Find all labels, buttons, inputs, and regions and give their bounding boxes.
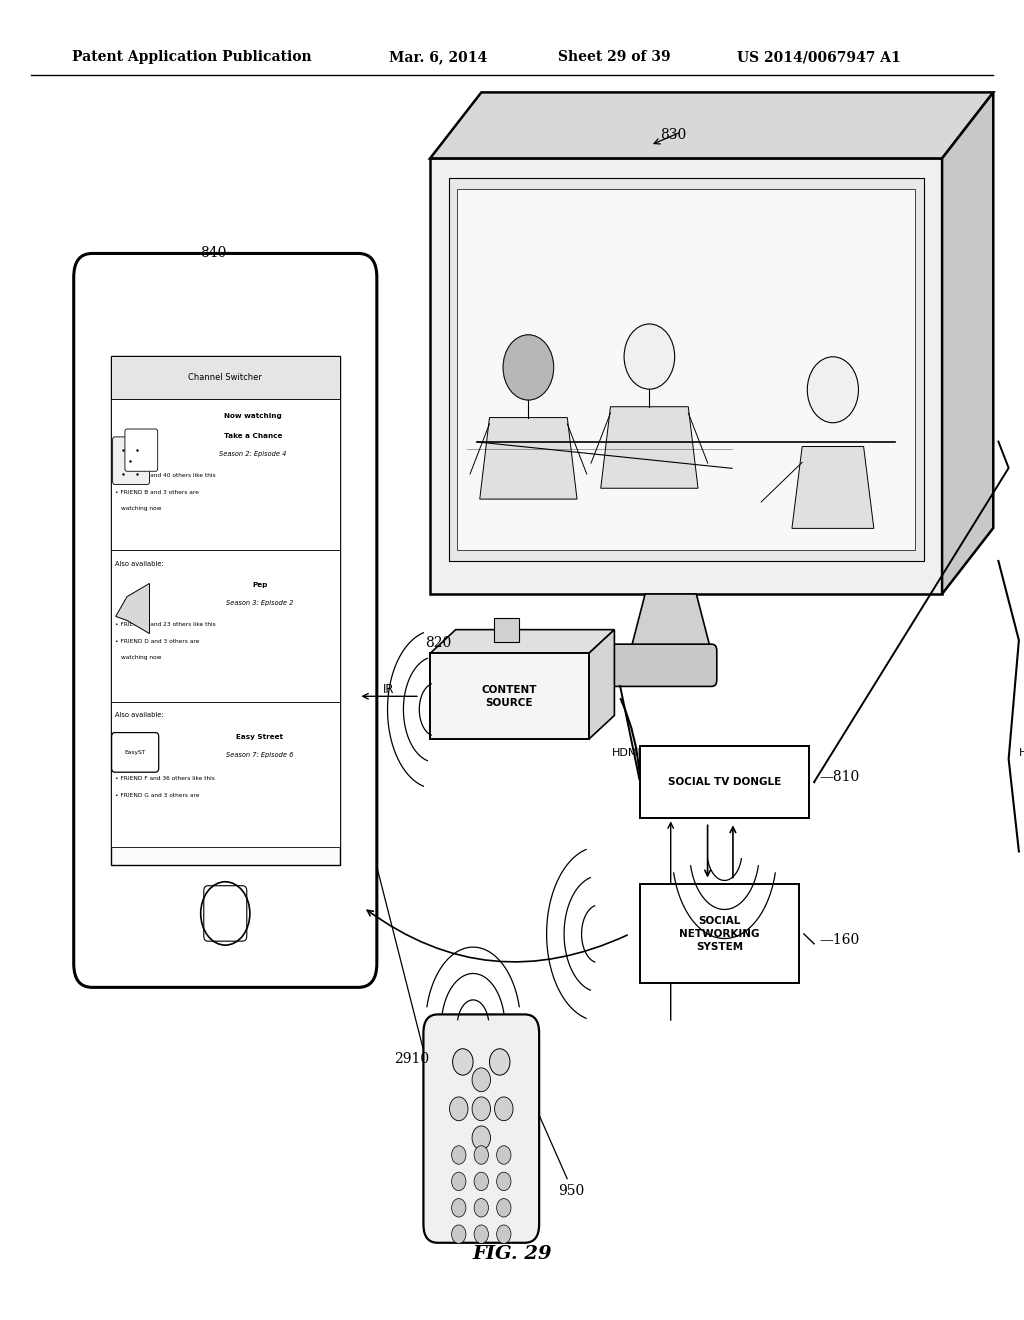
Text: Also available:: Also available: [115,561,163,566]
Circle shape [474,1225,488,1243]
FancyBboxPatch shape [640,746,809,818]
Text: HDMI: HDMI [1019,748,1024,758]
Text: • FRIEND D and 3 others are: • FRIEND D and 3 others are [115,639,199,644]
Polygon shape [589,630,614,739]
Polygon shape [116,583,150,634]
Text: Season 7: Episode 6: Season 7: Episode 6 [226,752,293,758]
Text: EasyST: EasyST [125,750,145,755]
Text: Patent Application Publication: Patent Application Publication [72,50,311,65]
FancyBboxPatch shape [113,437,150,484]
Circle shape [472,1097,490,1121]
FancyBboxPatch shape [111,356,340,399]
Text: HDMI: HDMI [612,748,642,758]
FancyBboxPatch shape [573,644,717,686]
Text: IR: IR [383,684,395,696]
Polygon shape [601,407,698,488]
FancyBboxPatch shape [640,884,799,983]
Circle shape [472,1126,490,1150]
Text: • FRIEND F and 36 others like this: • FRIEND F and 36 others like this [115,776,215,781]
Circle shape [497,1172,511,1191]
Polygon shape [430,92,993,158]
FancyBboxPatch shape [111,356,340,865]
Circle shape [497,1225,511,1243]
Text: SOCIAL
NETWORKING
SYSTEM: SOCIAL NETWORKING SYSTEM [679,916,760,952]
Polygon shape [457,189,915,550]
Text: • FRIEND A and 40 others like this: • FRIEND A and 40 others like this [115,473,215,478]
Text: CONTENT
SOURCE: CONTENT SOURCE [481,685,538,708]
Text: watching now: watching now [121,506,161,511]
Circle shape [495,1097,513,1121]
Text: Now watching: Now watching [224,413,282,418]
FancyBboxPatch shape [125,429,158,471]
Circle shape [453,1048,473,1074]
Polygon shape [479,417,578,499]
FancyBboxPatch shape [74,253,377,987]
Text: Take a Chance: Take a Chance [223,433,282,438]
FancyBboxPatch shape [494,618,519,642]
FancyBboxPatch shape [111,550,340,702]
Text: Pep: Pep [252,582,267,587]
Circle shape [503,335,554,400]
Circle shape [452,1172,466,1191]
Circle shape [474,1199,488,1217]
Circle shape [497,1199,511,1217]
FancyBboxPatch shape [424,1014,539,1243]
Circle shape [474,1172,488,1191]
Circle shape [624,323,675,389]
Text: Sheet 29 of 39: Sheet 29 of 39 [558,50,671,65]
Text: 820: 820 [425,636,452,649]
FancyBboxPatch shape [430,653,589,739]
Text: FIG. 29: FIG. 29 [472,1245,552,1263]
Polygon shape [430,158,942,594]
Text: 840: 840 [200,247,226,260]
Polygon shape [449,178,924,561]
FancyBboxPatch shape [111,702,340,847]
Text: • FRIEND G and 3 others are: • FRIEND G and 3 others are [115,793,200,799]
Text: 950: 950 [558,1184,585,1197]
Circle shape [450,1097,468,1121]
Polygon shape [792,446,873,528]
Text: 2910: 2910 [394,1052,429,1065]
Text: Easy Street: Easy Street [237,734,284,739]
Circle shape [474,1146,488,1164]
Text: 830: 830 [660,128,687,141]
Circle shape [452,1199,466,1217]
Text: —810: —810 [819,771,859,784]
Text: US 2014/0067947 A1: US 2014/0067947 A1 [737,50,901,65]
Text: Channel Switcher: Channel Switcher [188,374,262,381]
Text: Season 3: Episode 2: Season 3: Episode 2 [226,601,293,606]
Circle shape [472,1068,490,1092]
Text: —160: —160 [819,933,859,946]
Polygon shape [430,630,614,653]
Text: Also available:: Also available: [115,713,163,718]
Circle shape [503,335,554,400]
Circle shape [807,356,858,422]
Circle shape [497,1146,511,1164]
Text: Season 2: Episode 4: Season 2: Episode 4 [219,451,287,457]
Polygon shape [942,92,993,594]
FancyBboxPatch shape [111,399,340,550]
Circle shape [452,1146,466,1164]
Text: SOCIAL TV DONGLE: SOCIAL TV DONGLE [668,777,781,787]
Text: Mar. 6, 2014: Mar. 6, 2014 [389,50,487,65]
Polygon shape [630,594,712,653]
Text: • FRIEND C and 23 others like this: • FRIEND C and 23 others like this [115,622,215,627]
Circle shape [452,1225,466,1243]
Text: • FRIEND B and 3 others are: • FRIEND B and 3 others are [115,490,199,495]
Text: watching now: watching now [121,655,161,660]
Circle shape [489,1048,510,1074]
